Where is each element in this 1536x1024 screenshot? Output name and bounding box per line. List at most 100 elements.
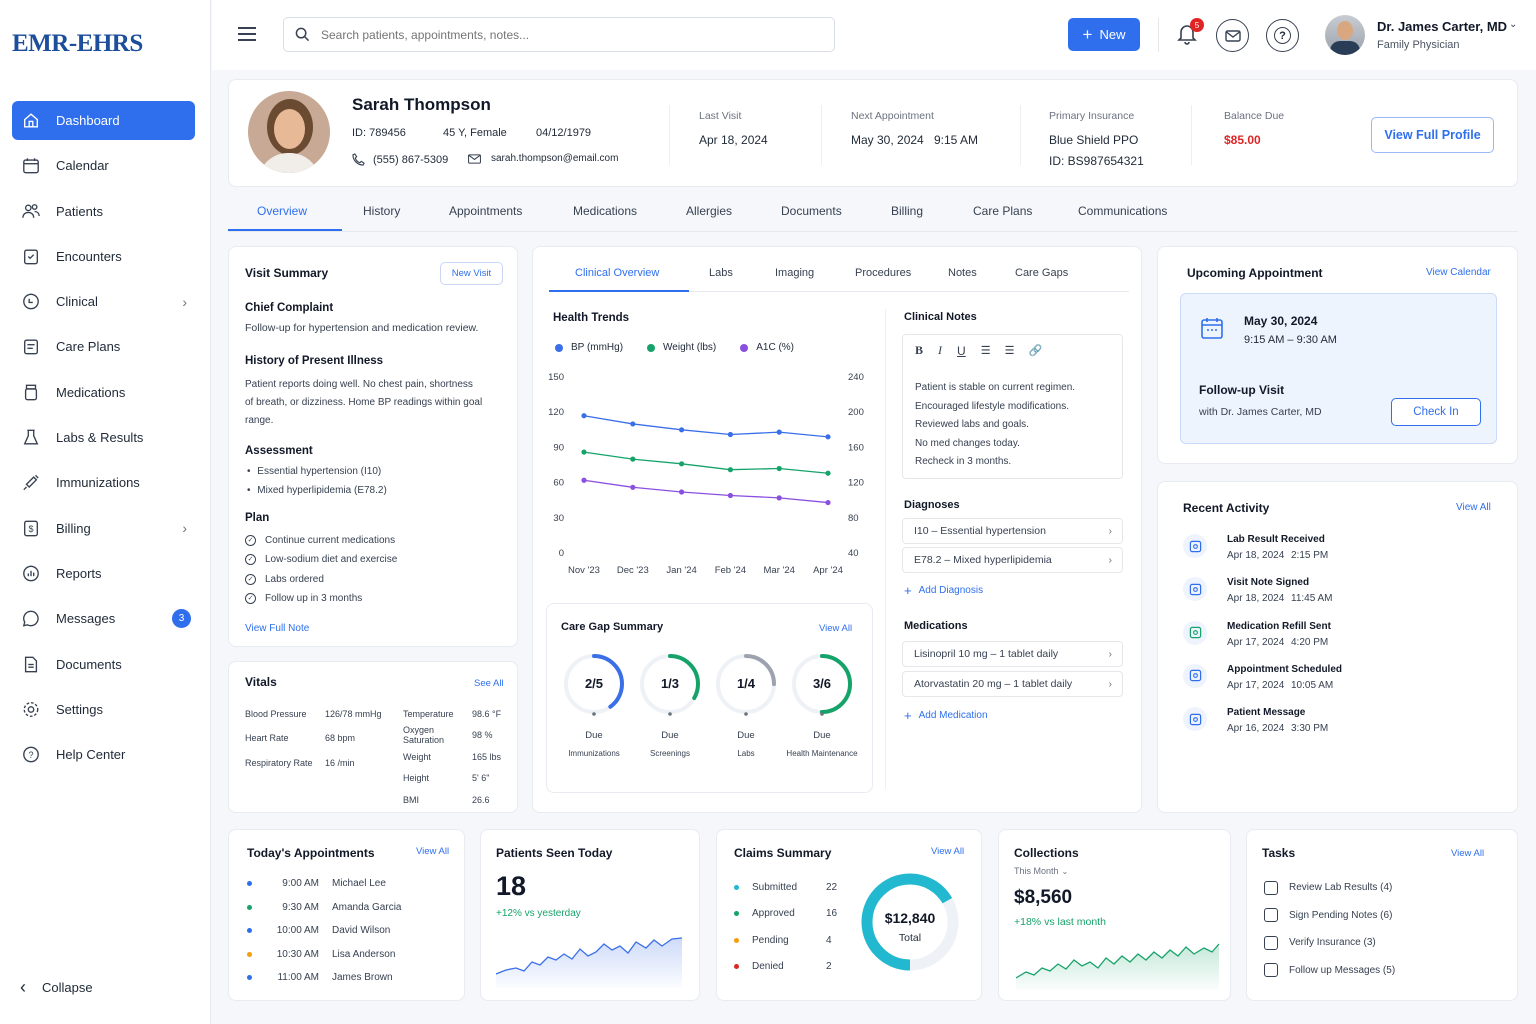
data-point[interactable] [825,470,831,476]
underline-icon[interactable]: U [957,343,966,358]
view-full-note-link[interactable]: View Full Note [245,623,310,634]
clinical-tab-notes[interactable]: Notes [948,267,977,279]
claim-row[interactable]: Approved 16 [734,901,844,928]
care-gap-item[interactable]: 3/6 Due Health Maintenance [786,651,858,771]
tab-care-plans[interactable]: Care Plans [973,204,1033,218]
data-point[interactable] [825,499,831,506]
tab-overview[interactable]: Overview [257,204,308,218]
data-point[interactable] [679,461,685,467]
medication-item[interactable]: Lisinopril 10 mg – 1 tablet daily › [902,641,1123,667]
notifications-button[interactable]: 5 [1177,18,1204,48]
view-calendar-link[interactable]: View Calendar [1426,267,1491,278]
clinical-tab-imaging[interactable]: Imaging [775,267,815,279]
appointment-row[interactable]: 11:00 AM James Brown [247,966,457,990]
search-input[interactable] [321,27,801,42]
sidebar-item-encounters[interactable]: Encounters [12,237,195,276]
clinical-tab-procedures[interactable]: Procedures [855,267,912,279]
care-gap-item[interactable]: 1/4 Due Labs [713,651,779,771]
clinical-notes-editor[interactable]: B I U ☰ ☰ 🔗 Patient is stable on current… [902,334,1123,479]
tasks-view-all-link[interactable]: View All [1451,848,1485,859]
data-point[interactable] [776,465,782,472]
data-point[interactable] [727,431,733,438]
claim-row[interactable]: Denied 2 [734,954,844,981]
task-item[interactable]: Follow up Messages (5) [1264,957,1504,985]
data-point[interactable] [776,429,782,435]
data-point[interactable] [630,484,636,490]
sidebar-item-reports[interactable]: Reports [12,554,195,593]
tab-communications[interactable]: Communications [1078,204,1168,218]
medication-item[interactable]: Atorvastatin 20 mg – 1 tablet daily › [902,671,1123,697]
menu-icon[interactable] [238,27,256,41]
sidebar-item-billing[interactable]: $ Billing › [12,509,195,548]
new-button[interactable]: + New [1068,18,1140,51]
sidebar-item-labs-results[interactable]: Labs & Results [12,418,195,457]
patient-phone[interactable]: (555) 867-5309 [352,153,448,166]
sidebar-item-calendar[interactable]: Calendar [12,146,195,185]
task-checkbox[interactable] [1264,880,1278,895]
data-point[interactable] [581,449,587,455]
claim-row[interactable]: Submitted 22 [734,874,844,901]
task-checkbox[interactable] [1264,935,1278,950]
task-checkbox[interactable] [1264,963,1278,978]
tab-billing[interactable]: Billing [891,204,924,218]
activity-item[interactable]: Visit Note Signed Apr 18, 2024 11:45 AM [1183,577,1503,620]
mail-button[interactable] [1216,19,1249,52]
claims-view-all-link[interactable]: View All [931,846,965,857]
new-visit-button[interactable]: New Visit [440,262,503,285]
sidebar-item-clinical[interactable]: Clinical › [12,282,195,321]
add-medication-link[interactable]: + Add Medication [904,708,988,723]
activity-item[interactable]: Medication Refill Sent Apr 17, 2024 4:20 P… [1183,620,1503,664]
vitals-see-all-link[interactable]: See All [474,678,504,689]
data-point[interactable] [630,456,636,462]
care-gap-item[interactable]: 2/5 Due Immunizations [561,651,627,771]
tab-appointments[interactable]: Appointments [449,204,523,218]
activity-item[interactable]: Appointment Scheduled Apr 17, 2024 10:05 A… [1183,663,1503,707]
sidebar-item-messages[interactable]: Messages 3 [12,599,195,638]
help-button[interactable]: ? [1266,19,1299,52]
sidebar-item-patients[interactable]: Patients [12,192,195,231]
data-point[interactable] [825,434,831,440]
app-logo[interactable]: EMR-EHRS [12,30,143,57]
sidebar-item-settings[interactable]: Settings [12,690,195,729]
tab-allergies[interactable]: Allergies [686,204,733,218]
numbered-list-icon[interactable]: ☰ [1004,345,1015,357]
data-point[interactable] [727,467,733,473]
data-point[interactable] [630,421,636,427]
sidebar-item-immunizations[interactable]: Immunizations [12,463,195,502]
appointment-row[interactable]: 9:30 AM Amanda Garcia [247,896,457,920]
activity-view-all-link[interactable]: View All [1456,502,1491,513]
task-item[interactable]: Sign Pending Notes (6) [1264,902,1504,930]
bullet-list-icon[interactable]: ☰ [980,345,991,357]
today-view-all-link[interactable]: View All [416,846,450,857]
data-point[interactable] [776,495,782,501]
search-box[interactable] [283,17,835,52]
tab-medications[interactable]: Medications [573,204,638,218]
avatar[interactable] [1325,15,1365,55]
sidebar-item-documents[interactable]: Documents [12,645,195,684]
clinical-tab-labs[interactable]: Labs [709,267,733,279]
task-checkbox[interactable] [1264,908,1278,923]
appointment-row[interactable]: 10:00 AM David Wilson [247,919,457,943]
user-name[interactable]: Dr. James Carter, MD [1377,19,1508,34]
diagnosis-item[interactable]: E78.2 – Mixed hyperlipidemia › [902,547,1123,573]
view-full-profile-button[interactable]: View Full Profile [1371,117,1494,153]
check-in-button[interactable]: Check In [1391,398,1481,426]
data-point[interactable] [581,477,587,483]
bold-icon[interactable]: B [915,343,924,357]
add-diagnosis-link[interactable]: + Add Diagnosis [904,583,984,598]
sidebar-item-care-plans[interactable]: Care Plans [12,327,195,366]
data-point[interactable] [581,413,587,419]
appointment-row[interactable]: 10:30 AM Lisa Anderson [247,943,457,967]
link-icon[interactable]: 🔗 [1028,345,1043,357]
sidebar-item-medications[interactable]: Medications [12,373,195,412]
collapse-button[interactable]: ‹ Collapse [20,977,93,997]
diagnosis-item[interactable]: I10 – Essential hypertension › [902,518,1123,544]
appointment-row[interactable]: 9:00 AM Michael Lee [247,872,457,896]
tab-history[interactable]: History [363,204,401,218]
clinical-tab-clinical-overview[interactable]: Clinical Overview [575,267,660,279]
chevron-down-icon[interactable]: ⌄ [1509,19,1518,30]
patient-email[interactable]: sarah.thompson@email.com [468,153,618,164]
care-gap-item[interactable]: 1/3 Due Screenings [637,651,703,771]
care-gap-view-all-link[interactable]: View All [819,623,853,634]
data-point[interactable] [727,492,733,499]
